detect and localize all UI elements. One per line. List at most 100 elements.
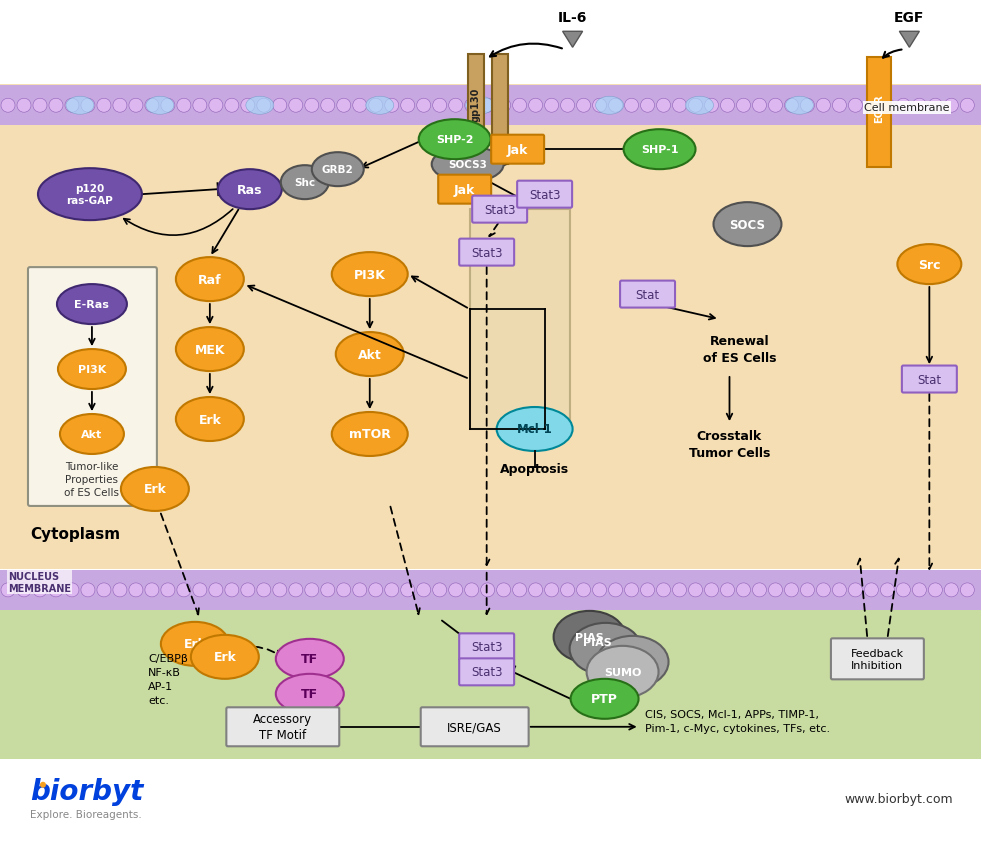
Circle shape [369, 583, 383, 597]
Text: Explore. Bioreagents.: Explore. Bioreagents. [30, 809, 141, 819]
Circle shape [785, 99, 798, 113]
Text: MEK: MEK [194, 343, 225, 357]
Circle shape [385, 99, 399, 113]
Text: NUCLEUS
MEMBRANE: NUCLEUS MEMBRANE [8, 572, 71, 593]
Text: SHP-2: SHP-2 [436, 135, 473, 145]
Circle shape [528, 99, 543, 113]
Circle shape [337, 583, 351, 597]
Circle shape [688, 583, 702, 597]
Text: biorbyt: biorbyt [30, 777, 143, 804]
Ellipse shape [586, 646, 659, 698]
Text: PI3K: PI3K [78, 364, 106, 374]
Circle shape [129, 583, 143, 597]
Circle shape [576, 583, 590, 597]
Text: Erk: Erk [184, 637, 206, 651]
Bar [0, 86, 981, 126]
Circle shape [609, 99, 623, 113]
Ellipse shape [898, 245, 961, 285]
Ellipse shape [597, 636, 669, 688]
Circle shape [1, 583, 15, 597]
Circle shape [864, 583, 878, 597]
Circle shape [145, 99, 159, 113]
Text: Mcl-1: Mcl-1 [517, 423, 553, 436]
Ellipse shape [596, 97, 624, 115]
Polygon shape [900, 32, 919, 49]
Circle shape [864, 99, 878, 113]
Text: Raf: Raf [198, 273, 222, 287]
FancyBboxPatch shape [831, 639, 924, 680]
Ellipse shape [191, 635, 259, 679]
Text: mTOR: mTOR [349, 428, 391, 441]
Circle shape [225, 99, 239, 113]
Circle shape [513, 583, 526, 597]
Bar [492, 55, 508, 165]
Circle shape [464, 99, 478, 113]
Ellipse shape [176, 397, 244, 442]
Circle shape [177, 583, 191, 597]
Bar [0, 759, 981, 853]
Ellipse shape [685, 97, 714, 115]
Text: Tumor-like
Properties
of ES Cells: Tumor-like Properties of ES Cells [65, 461, 120, 497]
Text: E-Ras: E-Ras [75, 299, 109, 310]
Circle shape [721, 583, 735, 597]
Circle shape [113, 99, 127, 113]
Circle shape [416, 99, 431, 113]
Circle shape [736, 99, 750, 113]
Ellipse shape [58, 350, 126, 390]
Text: Cytoplasm: Cytoplasm [30, 527, 120, 542]
Text: Shc: Shc [295, 178, 315, 188]
Text: TF: TF [301, 653, 318, 665]
Ellipse shape [218, 170, 282, 210]
FancyBboxPatch shape [226, 707, 339, 746]
Circle shape [161, 583, 175, 597]
Circle shape [704, 99, 719, 113]
Circle shape [752, 583, 767, 597]
Text: Cell membrane: Cell membrane [864, 103, 950, 113]
Text: Akt: Akt [82, 430, 102, 439]
Circle shape [800, 99, 814, 113]
Circle shape [321, 583, 335, 597]
Circle shape [688, 99, 702, 113]
Circle shape [897, 99, 910, 113]
Text: Stat: Stat [635, 288, 660, 301]
Text: Stat: Stat [917, 373, 942, 386]
Circle shape [625, 583, 638, 597]
Circle shape [192, 583, 207, 597]
Text: SOCS: SOCS [730, 218, 766, 231]
Circle shape [304, 583, 319, 597]
Circle shape [33, 99, 47, 113]
Circle shape [97, 583, 111, 597]
Text: PI3K: PI3K [354, 269, 386, 281]
Circle shape [528, 583, 543, 597]
Ellipse shape [497, 408, 573, 451]
FancyBboxPatch shape [420, 707, 528, 746]
Ellipse shape [146, 97, 174, 115]
Circle shape [113, 583, 127, 597]
Circle shape [321, 99, 335, 113]
FancyBboxPatch shape [469, 210, 570, 430]
Circle shape [257, 583, 271, 597]
Circle shape [401, 583, 414, 597]
Text: p120
ras-GAP: p120 ras-GAP [67, 184, 113, 206]
Circle shape [17, 583, 31, 597]
Circle shape [833, 583, 846, 597]
Text: ISRE/GAS: ISRE/GAS [447, 721, 502, 734]
Circle shape [928, 99, 943, 113]
Text: PIAS: PIAS [583, 637, 612, 647]
Circle shape [816, 99, 831, 113]
Circle shape [401, 99, 414, 113]
Ellipse shape [465, 97, 494, 115]
Text: GRB2: GRB2 [322, 165, 354, 175]
Circle shape [912, 583, 926, 597]
Ellipse shape [432, 147, 504, 183]
Circle shape [433, 99, 447, 113]
Text: Akt: Akt [357, 348, 382, 361]
FancyBboxPatch shape [460, 634, 515, 660]
Text: Stat3: Stat3 [471, 665, 503, 678]
FancyBboxPatch shape [901, 366, 956, 393]
Circle shape [192, 99, 207, 113]
Text: Erk: Erk [198, 413, 221, 426]
Ellipse shape [571, 679, 638, 719]
Circle shape [945, 99, 958, 113]
Circle shape [769, 583, 783, 597]
